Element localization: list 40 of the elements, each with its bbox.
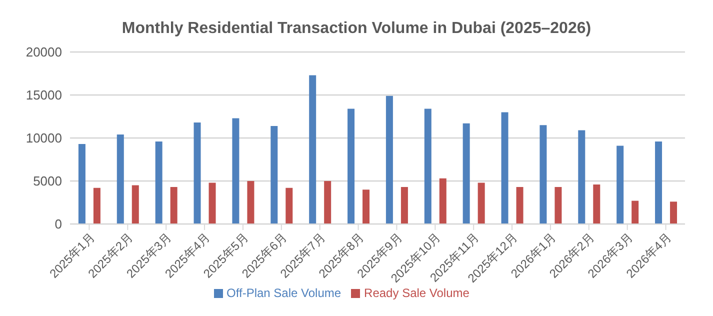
bar xyxy=(478,182,485,224)
bar xyxy=(270,126,278,224)
bar xyxy=(232,118,240,224)
bar xyxy=(170,187,178,224)
bar xyxy=(578,130,586,224)
bar xyxy=(286,188,293,224)
bar xyxy=(424,108,432,224)
bar xyxy=(208,182,216,224)
bar xyxy=(386,96,393,224)
y-tick-label: 20000 xyxy=(26,44,62,60)
bar xyxy=(324,181,332,224)
bar xyxy=(501,112,508,224)
legend-label: Off-Plan Sale Volume xyxy=(226,286,342,300)
bar xyxy=(348,108,355,224)
bar xyxy=(540,125,547,224)
bar xyxy=(616,146,624,224)
y-tick-label: 0 xyxy=(54,216,62,232)
y-tick-label: 5000 xyxy=(33,174,62,189)
bar xyxy=(462,123,470,224)
bar xyxy=(78,144,86,224)
bar xyxy=(132,185,139,224)
bar xyxy=(93,188,100,224)
bar xyxy=(309,75,316,224)
y-tick-label: 15000 xyxy=(26,88,62,103)
bar xyxy=(632,200,639,224)
bar xyxy=(655,141,662,224)
bar xyxy=(362,190,370,224)
bar xyxy=(247,181,254,224)
y-tick-label: 10000 xyxy=(26,130,62,146)
bar xyxy=(593,184,600,224)
chart-title: Monthly Residential Transaction Volume in Dubai (2025–2026) xyxy=(120,19,592,38)
bar xyxy=(194,122,201,224)
bar xyxy=(155,141,162,224)
bar xyxy=(670,202,678,224)
legend-label: Ready Sale Volume xyxy=(364,286,470,300)
bar xyxy=(400,187,408,224)
bar xyxy=(116,134,124,224)
bar xyxy=(554,187,562,224)
bar xyxy=(439,178,446,224)
bar xyxy=(516,187,524,224)
